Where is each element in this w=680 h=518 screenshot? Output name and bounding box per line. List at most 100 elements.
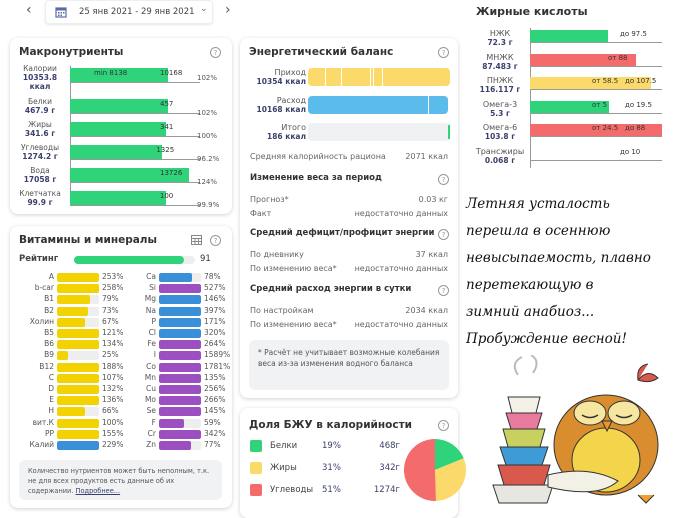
nutrient-name: Cl: [148, 328, 156, 337]
table-icon[interactable]: [191, 235, 202, 245]
nutrient-name: вит.К: [32, 417, 54, 427]
nutrient-row: Mg 146%: [122, 294, 232, 305]
nutrient-name: b-car: [34, 283, 54, 293]
nutrient-name: B2: [44, 305, 54, 315]
nutrient-bar: [159, 340, 201, 350]
fatty-row: МНЖК 87.483 г от 88: [470, 52, 680, 76]
help-icon[interactable]: ?: [438, 47, 449, 58]
prev-period-button[interactable]: ‹: [26, 2, 32, 18]
nutrient-pct: 77%: [204, 440, 221, 449]
macronutrients-card: Макронутриенты ? Калории 10353.8 ккал 10168…: [10, 38, 232, 214]
handwritten-line: перешла в осеннюю: [466, 223, 611, 239]
fatty-label: Омега-6 103.8 г: [470, 123, 530, 141]
nutrient-bar: [159, 284, 201, 294]
nutrient-name: B5: [44, 328, 54, 337]
nutrient-bar-fill: [57, 441, 99, 450]
fatty-norm-mark: до 10: [620, 147, 641, 156]
macro-value: 467.9 г: [24, 106, 56, 115]
nutrient-row: E 136%: [20, 395, 130, 406]
help-icon[interactable]: ?: [438, 229, 449, 240]
bju-card: Доля БЖУ в калорийности ? Белки 19% 468г Жи…: [240, 408, 466, 518]
nutrient-bar: [159, 396, 201, 406]
weight-title: Изменение веса за период: [250, 173, 382, 183]
bju-row: Углеводы 51% 1274г: [250, 484, 400, 498]
nutrient-bar: [57, 362, 99, 372]
nutrient-name: B12: [39, 361, 54, 371]
bju-grams: 468г: [379, 441, 400, 451]
help-icon[interactable]: ?: [210, 235, 221, 246]
nutrient-row: Cr 342%: [122, 429, 232, 440]
nutrient-pct: 253%: [102, 272, 124, 281]
fact-value: недостаточно данных: [354, 209, 448, 218]
fatty-norm-mark: от 58.5: [592, 77, 619, 85]
nutrient-row: B2 73%: [20, 306, 130, 317]
fatty-value: 116.117 г: [479, 85, 521, 94]
nutrient-row: Na 397%: [122, 306, 232, 317]
nutrient-row: B6 134%: [20, 339, 130, 350]
byweight2-label: По изменению веса*: [250, 320, 337, 329]
expense-bar: [308, 96, 448, 114]
fatty-name: Омега-3: [482, 99, 518, 109]
macro-row: Калории 10353.8 ккал 10168 min 8138 102%: [10, 64, 232, 92]
fatty-bar: [530, 124, 662, 136]
nutrient-bar-fill: [57, 329, 99, 338]
nutrient-name: A: [48, 272, 54, 281]
nutrient-bar: [57, 396, 99, 406]
deficit-title: Средний дефицит/профицит энергии: [250, 228, 435, 238]
help-icon[interactable]: ?: [210, 47, 221, 58]
nutrient-bar-fill: [159, 407, 201, 417]
macro-min: min 8138: [94, 69, 128, 77]
fatty-row: НЖК 72.3 г до 97.5: [470, 28, 680, 52]
fatty-row: ПНЖК 116.117 г от 58.5 до 107.5: [470, 75, 680, 99]
macro-name: Клетчатка: [19, 189, 61, 198]
nutrient-row: H 66%: [20, 406, 130, 417]
help-icon[interactable]: ?: [438, 420, 449, 431]
rating-label: Рейтинг: [19, 254, 59, 264]
help-icon[interactable]: ?: [438, 285, 449, 296]
nutrient-bar-fill: [57, 351, 68, 361]
nutrient-name: Mn: [144, 372, 156, 382]
macro-row: Углеводы 1274.2 г 1325 96.2%: [10, 143, 232, 169]
nutrient-name: Cr: [147, 428, 156, 438]
settings-label: По настройкам: [250, 306, 314, 315]
macro-value: 341.6 г: [24, 129, 56, 138]
expense-value: 10168 ккал: [256, 105, 306, 114]
fatty-label: Омега-3 5.3 г: [470, 100, 530, 118]
nutrient-row: C 107%: [20, 373, 130, 384]
fatty-bar: [530, 30, 662, 42]
nutrient-name: C: [48, 372, 54, 382]
nutrient-row: Ca 78%: [122, 272, 232, 283]
bju-pct: 51%: [322, 485, 341, 495]
macro-name: Вода: [30, 166, 50, 175]
macro-label: Углеводы 1274.2 г: [10, 143, 70, 161]
fatty-name: НЖК: [489, 29, 511, 38]
fatty-name: МНЖК: [486, 52, 514, 62]
fatty-baseline: [530, 159, 662, 161]
nutrient-bar: [159, 317, 201, 327]
fatty-label: ПНЖК 116.117 г: [470, 76, 530, 94]
nutrient-bar-fill: [159, 295, 201, 305]
bju-grams: 342г: [379, 463, 400, 473]
nutrient-pct: 155%: [102, 428, 124, 438]
nutrient-row: Cu 256%: [122, 384, 232, 395]
nutrient-bar: [57, 351, 99, 361]
fatty-label: НЖК 72.3 г: [470, 29, 530, 47]
nutrient-pct: 320%: [204, 328, 226, 337]
pie-slice: [435, 439, 464, 470]
nutrient-pct: 73%: [102, 305, 119, 315]
help-icon[interactable]: ?: [438, 174, 449, 185]
fatty-value: 103.8 г: [484, 132, 516, 141]
nutrient-row: F 59%: [122, 418, 232, 429]
fatty-row: Омега-6 103.8 г от 24.5 до 88: [470, 122, 680, 146]
income-value: 10354 ккал: [256, 77, 306, 86]
macro-target: 1325: [156, 146, 175, 154]
more-link[interactable]: Подробнее...: [75, 487, 121, 495]
date-range-picker[interactable]: 25 янв 2021 - 29 янв 2021 ⌄: [45, 0, 213, 24]
macro-target: 341: [160, 123, 174, 131]
macro-name: Белки: [28, 97, 52, 106]
legend-swatch: [250, 462, 262, 474]
next-period-button[interactable]: ›: [225, 2, 231, 18]
nutrient-bar-fill: [57, 418, 99, 428]
income-bar: [308, 68, 450, 86]
macro-name: Жиры: [28, 120, 52, 129]
